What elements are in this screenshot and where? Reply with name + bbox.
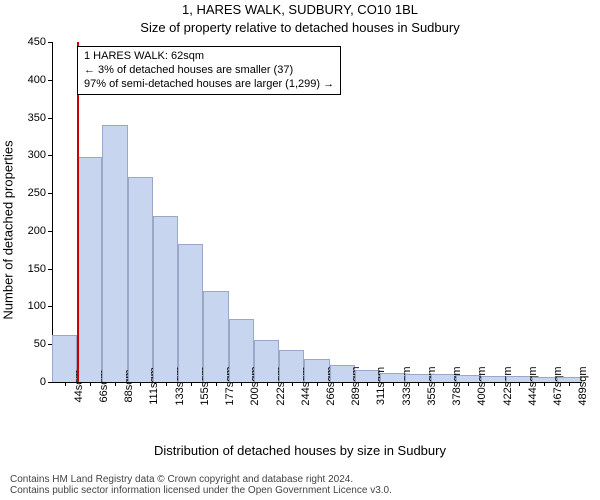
x-tick-label: 355sqm bbox=[422, 366, 438, 405]
x-tick bbox=[367, 382, 368, 386]
x-tick bbox=[418, 382, 419, 386]
y-axis-label: Number of detached properties bbox=[1, 140, 16, 319]
y-tick bbox=[48, 193, 52, 194]
x-tick bbox=[317, 382, 318, 386]
x-tick-label: 400sqm bbox=[472, 366, 488, 405]
x-tick-label: 444sqm bbox=[523, 366, 539, 405]
y-tick-label: 400 bbox=[28, 74, 46, 86]
x-tick bbox=[65, 382, 66, 386]
y-tick bbox=[48, 80, 52, 81]
x-tick bbox=[166, 382, 167, 386]
y-axis bbox=[52, 42, 53, 382]
legend-box: 1 HARES WALK: 62sqm← 3% of detached hous… bbox=[77, 46, 341, 95]
x-tick bbox=[494, 382, 495, 386]
x-tick bbox=[115, 382, 116, 386]
legend-line-2: ← 3% of detached houses are smaller (37) bbox=[84, 64, 334, 78]
y-tick bbox=[48, 382, 52, 383]
histogram-bar bbox=[102, 125, 127, 382]
x-tick-label: 467sqm bbox=[548, 366, 564, 405]
x-tick bbox=[519, 382, 520, 386]
y-tick bbox=[48, 42, 52, 43]
footer-line-2: Contains public sector information licen… bbox=[10, 485, 590, 496]
x-tick bbox=[569, 382, 570, 386]
x-tick bbox=[292, 382, 293, 386]
histogram-bar bbox=[153, 216, 178, 382]
y-tick bbox=[48, 231, 52, 232]
y-tick bbox=[48, 118, 52, 119]
y-tick-label: 0 bbox=[40, 376, 46, 388]
legend-line-1: 1 HARES WALK: 62sqm bbox=[84, 50, 334, 64]
x-tick bbox=[342, 382, 343, 386]
y-tick-label: 50 bbox=[34, 338, 46, 350]
histogram-bar bbox=[178, 244, 203, 382]
footer-line-1: Contains HM Land Registry data © Crown c… bbox=[10, 474, 590, 485]
x-tick bbox=[443, 382, 444, 386]
chart-footer: Contains HM Land Registry data © Crown c… bbox=[10, 474, 590, 496]
x-tick bbox=[468, 382, 469, 386]
y-tick-label: 250 bbox=[28, 187, 46, 199]
x-tick-label: 489sqm bbox=[573, 366, 589, 405]
x-tick-label: 378sqm bbox=[447, 366, 463, 405]
y-tick-label: 300 bbox=[28, 149, 46, 161]
y-tick-label: 350 bbox=[28, 112, 46, 124]
x-tick bbox=[216, 382, 217, 386]
y-tick bbox=[48, 269, 52, 270]
x-tick bbox=[393, 382, 394, 386]
x-axis-label: Distribution of detached houses by size … bbox=[0, 443, 600, 458]
y-tick-label: 150 bbox=[28, 263, 46, 275]
x-tick bbox=[90, 382, 91, 386]
legend-line-3: 97% of semi-detached houses are larger (… bbox=[84, 78, 334, 92]
x-tick bbox=[267, 382, 268, 386]
chart-title-main: 1, HARES WALK, SUDBURY, CO10 1BL bbox=[0, 2, 600, 17]
x-tick bbox=[544, 382, 545, 386]
x-tick-label: 422sqm bbox=[498, 366, 514, 405]
x-tick bbox=[140, 382, 141, 386]
y-tick-label: 450 bbox=[28, 36, 46, 48]
y-tick-label: 100 bbox=[28, 300, 46, 312]
chart-title-sub: Size of property relative to detached ho… bbox=[0, 20, 600, 35]
x-tick bbox=[241, 382, 242, 386]
x-tick bbox=[191, 382, 192, 386]
histogram-bar bbox=[128, 177, 153, 383]
y-tick bbox=[48, 155, 52, 156]
y-tick bbox=[48, 306, 52, 307]
y-tick-label: 200 bbox=[28, 225, 46, 237]
chart-container: 1, HARES WALK, SUDBURY, CO10 1BL Size of… bbox=[0, 0, 600, 500]
plot-area: 05010015020025030035040045044sqm66sqm88s… bbox=[52, 42, 582, 382]
histogram-bar bbox=[77, 157, 102, 382]
x-tick-label: 333sqm bbox=[397, 366, 413, 405]
